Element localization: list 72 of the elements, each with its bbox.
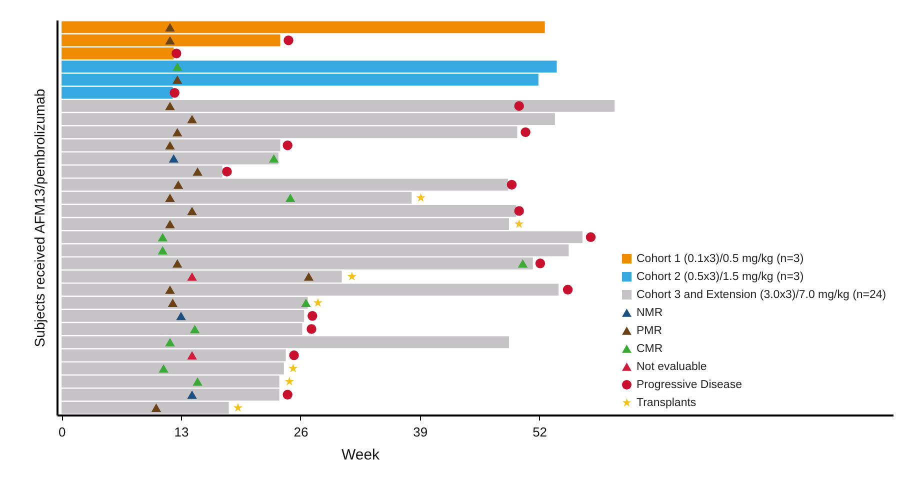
x-tick-label: 26 xyxy=(294,424,308,440)
point xyxy=(518,259,528,268)
point xyxy=(192,377,202,386)
point xyxy=(165,141,175,150)
point xyxy=(165,285,175,294)
point xyxy=(192,167,202,176)
legend-label: Transplants xyxy=(636,396,696,409)
x-tick-label: 52 xyxy=(532,424,548,440)
point xyxy=(187,206,197,216)
point xyxy=(284,376,294,386)
point xyxy=(168,154,179,163)
point xyxy=(285,194,296,202)
point xyxy=(514,101,524,111)
point xyxy=(187,272,197,281)
point xyxy=(268,154,279,163)
point xyxy=(190,324,200,334)
point xyxy=(586,232,596,242)
point xyxy=(313,298,323,307)
point xyxy=(165,220,175,228)
point xyxy=(172,128,182,136)
legend-label: PMR xyxy=(636,324,662,337)
point xyxy=(165,36,175,45)
point xyxy=(170,88,180,98)
point xyxy=(306,324,316,334)
point xyxy=(284,35,294,46)
point xyxy=(282,140,292,150)
point xyxy=(172,75,182,84)
point xyxy=(173,180,184,189)
point xyxy=(172,62,182,71)
point xyxy=(535,258,546,268)
point xyxy=(289,350,299,360)
point xyxy=(187,351,197,360)
point xyxy=(158,364,168,373)
legend-label: CMR xyxy=(636,342,663,355)
point xyxy=(514,206,524,216)
point xyxy=(282,390,292,400)
point xyxy=(514,219,524,228)
x-tick-label: 0 xyxy=(58,424,66,440)
point xyxy=(562,284,573,295)
point xyxy=(233,402,243,412)
point xyxy=(168,298,178,308)
point xyxy=(165,338,175,346)
point xyxy=(158,246,168,255)
point xyxy=(304,272,314,281)
point xyxy=(165,194,175,202)
point xyxy=(308,311,318,321)
legend-label: Cohort 1 (0.1x3)/0.5 mg/kg (n=3) xyxy=(636,252,804,265)
point xyxy=(301,298,311,308)
point xyxy=(187,390,197,399)
y-axis-title: Subjects received AFM13/pembrolizumab xyxy=(32,88,48,348)
point xyxy=(172,48,182,58)
point xyxy=(506,180,517,190)
point xyxy=(288,364,298,372)
point xyxy=(176,312,186,320)
point xyxy=(165,23,175,32)
point xyxy=(222,166,232,176)
x-tick-label: 13 xyxy=(174,424,189,440)
point xyxy=(416,192,426,202)
point xyxy=(347,272,357,280)
x-tick-label: 39 xyxy=(413,424,428,440)
legend-label: Not evaluable xyxy=(636,360,707,373)
point xyxy=(158,232,168,242)
point xyxy=(151,404,162,412)
point xyxy=(165,102,175,110)
point xyxy=(520,127,530,138)
legend-label: Cohort 3 and Extension (3.0x3)/7.0 mg/kg (n=24) xyxy=(636,288,886,301)
x-axis-title: Week xyxy=(341,446,380,464)
point xyxy=(187,114,197,124)
legend-label: NMR xyxy=(636,306,663,319)
legend-label: Cohort 2 (0.5x3)/1.5 mg/kg (n=3) xyxy=(636,270,804,283)
point xyxy=(172,259,182,268)
legend-label: Progressive Disease xyxy=(636,378,742,391)
